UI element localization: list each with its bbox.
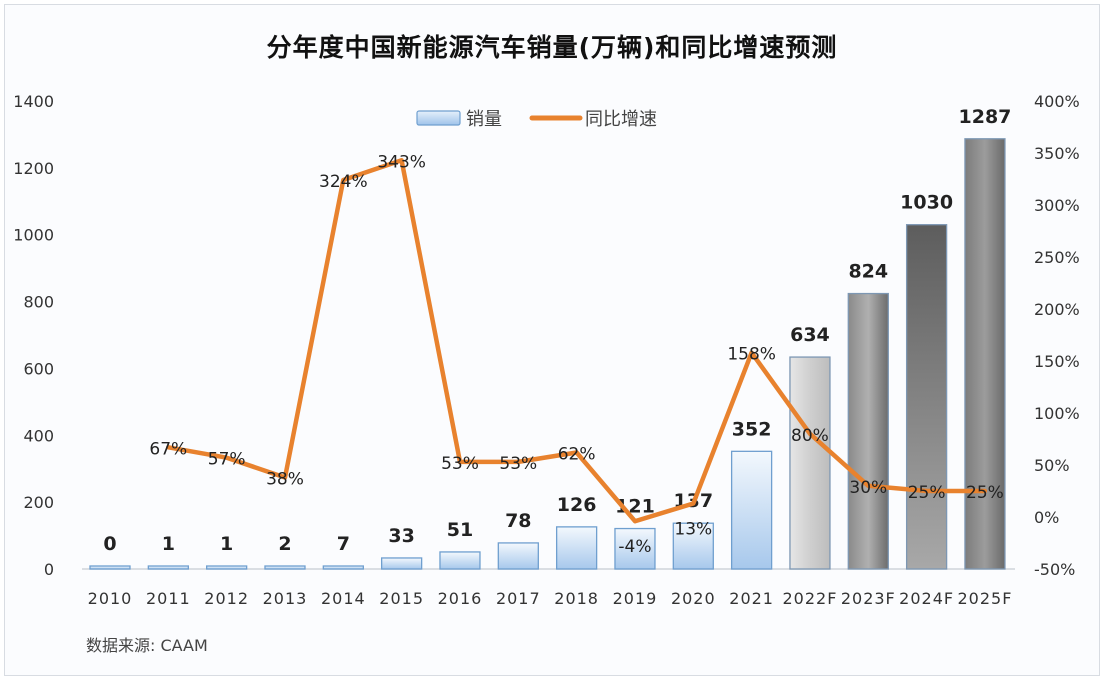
left-axis-tick: 1000 bbox=[13, 226, 54, 245]
bar-value-label: 7 bbox=[337, 533, 350, 555]
bar-2018 bbox=[555, 526, 598, 570]
bar-value-label: 1 bbox=[220, 533, 233, 555]
bar-value-label: 33 bbox=[388, 525, 414, 547]
right-axis-tick: 350% bbox=[1034, 144, 1080, 163]
growth-value-label: 324% bbox=[319, 172, 368, 192]
bar-value-label: 1 bbox=[162, 533, 175, 555]
legend-swatch-bar bbox=[416, 110, 461, 126]
bar-2025F bbox=[964, 138, 1006, 570]
right-axis-tick: 50% bbox=[1034, 456, 1070, 475]
bar-value-label: 1030 bbox=[900, 192, 953, 214]
right-axis-tick: -50% bbox=[1034, 560, 1075, 579]
bar-2020 bbox=[672, 522, 714, 570]
x-axis-tick: 2014 bbox=[321, 589, 366, 608]
growth-value-label: 38% bbox=[266, 469, 304, 489]
x-axis: 2010 2011 2012 2013 2014 2015 2016 2017 2018 2019… bbox=[88, 589, 1012, 608]
bar-2013 bbox=[264, 565, 306, 570]
growth-value-label: 158% bbox=[727, 345, 776, 365]
left-axis-tick: 800 bbox=[23, 293, 54, 312]
x-axis-tick: 2020 bbox=[671, 589, 716, 608]
x-axis-tick: 2019 bbox=[613, 589, 658, 608]
growth-value-label: 53% bbox=[441, 454, 479, 474]
bar-value-label: 2 bbox=[278, 533, 291, 555]
bar-value-label: 126 bbox=[557, 494, 597, 516]
growth-value-label: 80% bbox=[791, 426, 829, 446]
x-axis-tick: 2024F bbox=[899, 589, 954, 608]
bar-value-label: 1287 bbox=[959, 106, 1012, 128]
chart-title: 分年度中国新能源汽车销量(万辆)和同比增速预测 bbox=[266, 33, 838, 62]
left-axis-tick: 600 bbox=[23, 359, 54, 378]
line-labels: 67% 57% 38% 324% 343% 53% 53% 62% -4% 13% 158% 80% 3… bbox=[149, 152, 1003, 557]
x-axis-tick: 2025F bbox=[957, 589, 1012, 608]
bar-value-label: 0 bbox=[103, 533, 116, 555]
x-axis-tick: 2011 bbox=[146, 589, 191, 608]
right-axis-tick: 100% bbox=[1034, 404, 1080, 423]
left-axis-tick: 1400 bbox=[13, 92, 54, 111]
bar-value-label: 51 bbox=[447, 519, 473, 541]
x-axis-tick: 2013 bbox=[263, 589, 308, 608]
left-axis-tick: 400 bbox=[23, 426, 54, 445]
bar-2023F bbox=[847, 292, 889, 570]
growth-value-label: 30% bbox=[849, 478, 887, 498]
right-axis-tick: 250% bbox=[1034, 248, 1080, 267]
legend-label-line: 同比增速 bbox=[585, 109, 657, 130]
x-axis-tick: 2018 bbox=[554, 589, 599, 608]
growth-value-label: 25% bbox=[908, 483, 946, 503]
x-axis-tick: 2010 bbox=[88, 589, 133, 608]
left-axis-tick: 0 bbox=[44, 560, 54, 579]
bar-2012 bbox=[206, 565, 248, 570]
growth-value-label: -4% bbox=[618, 537, 651, 557]
right-axis: -50% 0% 50% 100% 150% 200% 250% 300% 350% 400% bbox=[1034, 92, 1080, 579]
growth-value-label: 53% bbox=[499, 454, 537, 474]
bar-2014 bbox=[322, 565, 364, 570]
bar-2016 bbox=[439, 551, 481, 570]
growth-value-label: 343% bbox=[377, 152, 426, 172]
growth-value-label: 13% bbox=[674, 519, 712, 539]
bar-2021 bbox=[730, 450, 773, 570]
bar-value-label: 634 bbox=[790, 324, 830, 346]
line-series bbox=[166, 158, 988, 524]
bar-value-label: 824 bbox=[848, 261, 888, 283]
right-axis-tick: 300% bbox=[1034, 196, 1080, 215]
bar-2024F bbox=[905, 224, 948, 570]
data-source-note: 数据来源: CAAM bbox=[86, 636, 208, 655]
legend-label-bar: 销量 bbox=[466, 109, 502, 130]
growth-value-label: 57% bbox=[208, 450, 246, 470]
bar-2015 bbox=[380, 557, 423, 570]
bar-2010 bbox=[89, 565, 131, 570]
left-axis-tick: 200 bbox=[23, 493, 54, 512]
bar-2022F bbox=[789, 356, 831, 570]
bar-series bbox=[89, 138, 1006, 570]
right-axis-tick: 200% bbox=[1034, 300, 1080, 319]
bar-value-label: 78 bbox=[505, 510, 531, 532]
right-axis-tick: 150% bbox=[1034, 352, 1080, 371]
x-axis-tick: 2012 bbox=[204, 589, 249, 608]
x-axis-tick: 2016 bbox=[438, 589, 483, 608]
x-axis-tick: 2017 bbox=[496, 589, 541, 608]
x-axis-tick: 2022F bbox=[782, 589, 837, 608]
growth-value-label: 67% bbox=[149, 439, 187, 459]
legend: 销量 同比增速 bbox=[416, 109, 657, 130]
right-axis-tick: 400% bbox=[1034, 92, 1080, 111]
right-axis-tick: 0% bbox=[1034, 508, 1059, 527]
bar-2019 bbox=[614, 527, 656, 570]
x-axis-tick: 2021 bbox=[729, 589, 774, 608]
left-axis-tick: 1200 bbox=[13, 159, 54, 178]
left-axis: 0 200 400 600 800 1000 1200 1400 bbox=[13, 92, 54, 579]
x-axis-tick: 2023F bbox=[841, 589, 896, 608]
bar-2011 bbox=[147, 565, 189, 570]
growth-value-label: 25% bbox=[966, 483, 1004, 503]
bar-value-label: 352 bbox=[732, 418, 772, 440]
bar-2017 bbox=[497, 542, 539, 570]
x-axis-tick: 2015 bbox=[379, 589, 424, 608]
growth-value-label: 62% bbox=[558, 445, 596, 465]
